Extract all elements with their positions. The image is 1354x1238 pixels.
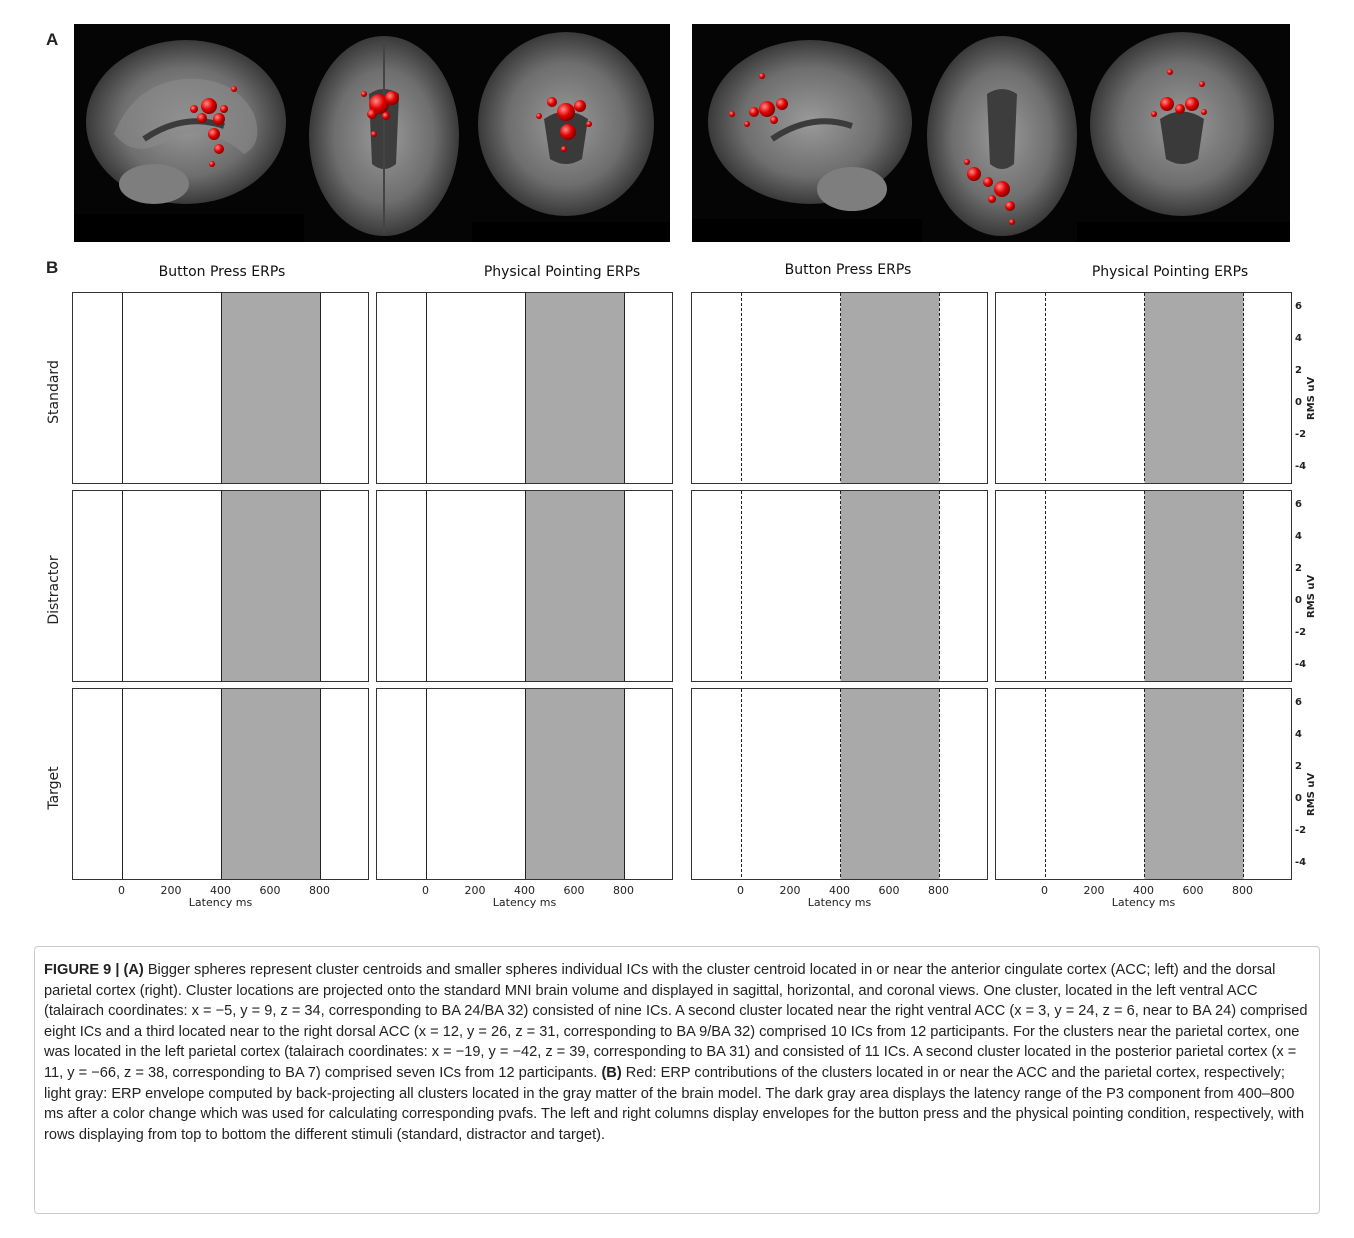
panel-b-label: B xyxy=(46,258,59,277)
p3-window-shade xyxy=(525,293,625,483)
x-axis-label: Latency ms xyxy=(1111,896,1176,909)
erp-plot-svg xyxy=(692,689,940,879)
caption-frame xyxy=(34,946,1320,1214)
erp-plot-svg xyxy=(73,491,321,681)
x-axis-label: Latency ms xyxy=(188,896,253,909)
caption-a-text: Bigger spheres represent cluster centroi… xyxy=(44,962,1308,1081)
erp-plot-distractor-1 xyxy=(72,490,369,682)
brain-images-acc xyxy=(74,24,670,242)
erp-plot-target-2 xyxy=(376,688,673,880)
parietal-coronal-spheres xyxy=(1151,69,1207,117)
brain-image-acc-views xyxy=(74,24,670,242)
parietal-sagittal-spheres xyxy=(729,73,788,127)
x-axis-label: Latency ms xyxy=(807,896,872,909)
erp-plot-standard-2 xyxy=(376,292,673,484)
figure-label: FIGURE 9 | xyxy=(44,962,124,978)
p3-window-shade xyxy=(221,293,321,483)
row-label-distractor: Distractor xyxy=(46,555,62,625)
y-axis-label: RMS uV xyxy=(1306,772,1317,816)
column-title-2: Physical Pointing ERPs xyxy=(483,264,641,280)
erp-plot-svg xyxy=(996,293,1244,483)
acc-coronal-spheres xyxy=(536,97,592,152)
erp-plot-distractor-3 xyxy=(691,490,988,682)
column-title-1: Button Press ERPs xyxy=(158,264,286,280)
erp-plot-target-3 xyxy=(691,688,988,880)
column-title-3: Button Press ERPs xyxy=(784,262,912,278)
column-title-4: Physical Pointing ERPs xyxy=(1091,264,1249,280)
acc-horizontal-spheres xyxy=(361,91,399,137)
caption-a-marker: (A) xyxy=(123,962,144,978)
row-label-standard: Standard xyxy=(46,360,62,424)
p3-window-shade xyxy=(1144,293,1244,483)
brain-image-parietal-views xyxy=(692,24,1290,242)
p3-window-shade xyxy=(221,491,321,681)
p3-window-shade xyxy=(840,293,940,483)
figure-caption: FIGURE 9 | (A) Bigger spheres represent … xyxy=(44,960,1314,1145)
row-label-target: Target xyxy=(46,766,62,810)
brain-images-parietal xyxy=(692,24,1290,242)
caption-b-text: Red: ERP contributions of the clusters l… xyxy=(44,1064,1305,1143)
p3-window-shade xyxy=(1144,689,1244,879)
panel-a-label: A xyxy=(46,30,59,49)
erp-plot-standard-4 xyxy=(995,292,1292,484)
erp-plot-standard-3 xyxy=(691,292,988,484)
erp-plot-svg xyxy=(692,293,940,483)
p3-window-shade xyxy=(525,491,625,681)
erp-plot-svg xyxy=(692,491,940,681)
erp-plot-svg xyxy=(73,689,321,879)
p3-window-shade xyxy=(840,689,940,879)
erp-plot-svg xyxy=(996,689,1244,879)
erp-plot-svg xyxy=(377,491,625,681)
y-axis-label: RMS uV xyxy=(1306,574,1317,618)
x-axis-label: Latency ms xyxy=(492,896,557,909)
p3-window-shade xyxy=(221,689,321,879)
erp-plot-distractor-4 xyxy=(995,490,1292,682)
erp-plot-svg xyxy=(73,293,321,483)
erp-plot-distractor-2 xyxy=(376,490,673,682)
erp-plot-target-4 xyxy=(995,688,1292,880)
parietal-horizontal-spheres xyxy=(964,159,1015,225)
erp-plot-standard-1 xyxy=(72,292,369,484)
y-axis-label: RMS uV xyxy=(1306,376,1317,420)
p3-window-shade xyxy=(525,689,625,879)
erp-plot-svg xyxy=(377,293,625,483)
p3-window-shade xyxy=(1144,491,1244,681)
caption-b-marker: (B) xyxy=(601,1064,622,1081)
acc-sagittal-spheres xyxy=(190,86,237,167)
erp-plot-svg xyxy=(377,689,625,879)
p3-window-shade xyxy=(840,491,940,681)
erp-plot-svg xyxy=(996,491,1244,681)
erp-plot-target-1 xyxy=(72,688,369,880)
